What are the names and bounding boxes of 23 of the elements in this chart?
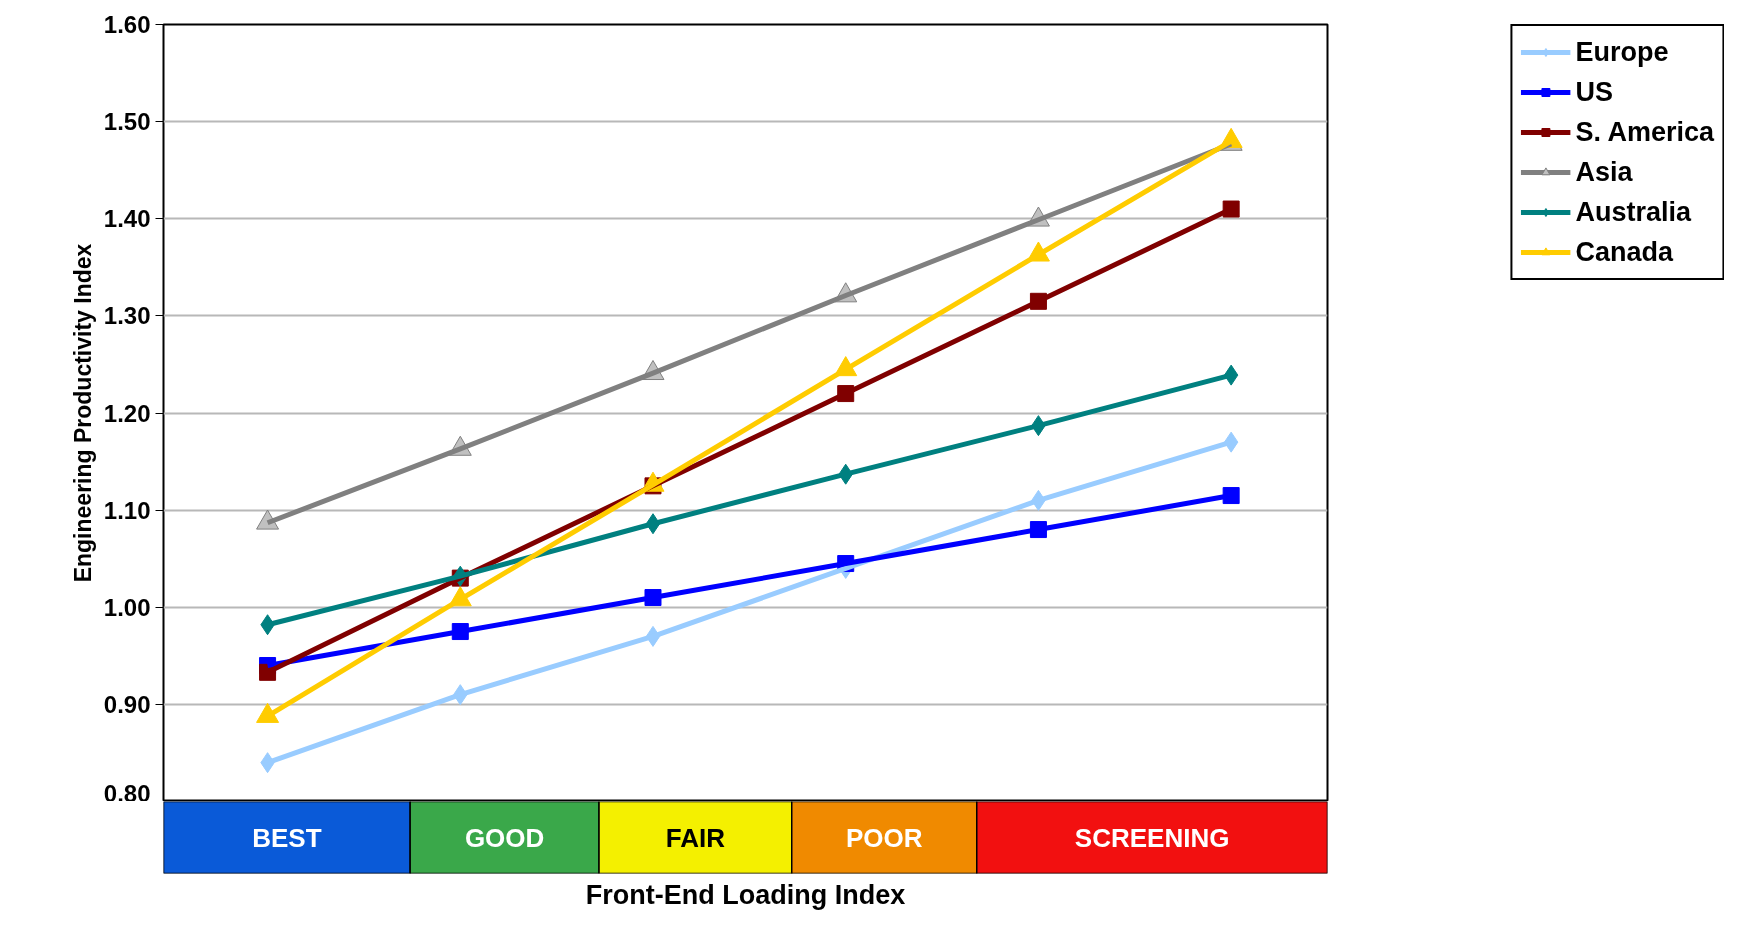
y-tick-label: 1.00 — [103, 593, 151, 621]
text: FAIR — [665, 822, 726, 853]
text: GOOD — [464, 822, 545, 853]
legend-label: Australia — [1575, 195, 1691, 229]
y-tick-label: 1.30 — [103, 302, 151, 330]
point — [1222, 487, 1240, 505]
y-axis-title: Engineering Productivity Index — [69, 243, 96, 583]
y-tick-label: 1.60 — [103, 11, 151, 38]
legend-label: S. America — [1575, 115, 1714, 149]
text: POOR — [845, 822, 923, 853]
x-axis-title: Front-End Loading Index — [585, 879, 906, 910]
y-tick-label: 1.40 — [103, 205, 151, 233]
legend-label: Canada — [1575, 235, 1673, 269]
legend-label: Europe — [1575, 35, 1669, 69]
text: SCREENING — [1074, 822, 1230, 853]
text: BEST — [252, 822, 322, 853]
y-tick-label: 0.80 — [103, 779, 151, 807]
y-tick-label: 1.50 — [103, 108, 151, 136]
legend-label: Asia — [1575, 155, 1633, 189]
y-tick-label: 1.10 — [103, 496, 151, 524]
y-tick-label: 1.20 — [103, 399, 151, 427]
y-tick-label: 0.90 — [103, 690, 151, 718]
legend-label: US — [1575, 75, 1613, 109]
